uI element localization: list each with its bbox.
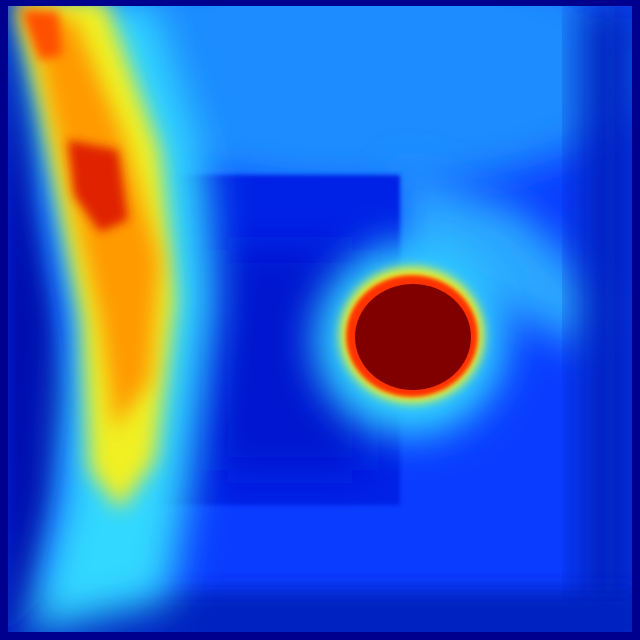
left-band-red bbox=[68, 140, 128, 232]
right-edge-shade bbox=[580, 6, 632, 632]
left-edge-shade bbox=[8, 6, 70, 632]
upper-warm-region bbox=[70, 6, 632, 190]
blob-core bbox=[355, 284, 471, 390]
left-band-top-spot bbox=[22, 10, 62, 60]
right-diagonal-band bbox=[400, 170, 610, 350]
left-band-orange bbox=[20, 8, 160, 430]
